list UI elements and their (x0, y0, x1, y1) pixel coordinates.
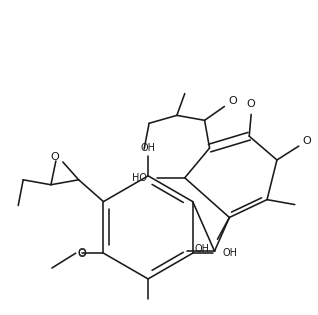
Text: O: O (302, 136, 311, 146)
Text: O: O (51, 152, 59, 162)
Text: HO: HO (132, 173, 147, 183)
Text: O: O (77, 248, 86, 258)
Text: OH: OH (195, 244, 210, 254)
Text: O: O (228, 96, 237, 106)
Text: OH: OH (141, 143, 156, 153)
Text: O: O (247, 100, 256, 110)
Text: O: O (77, 249, 86, 259)
Text: OH: OH (223, 248, 238, 258)
